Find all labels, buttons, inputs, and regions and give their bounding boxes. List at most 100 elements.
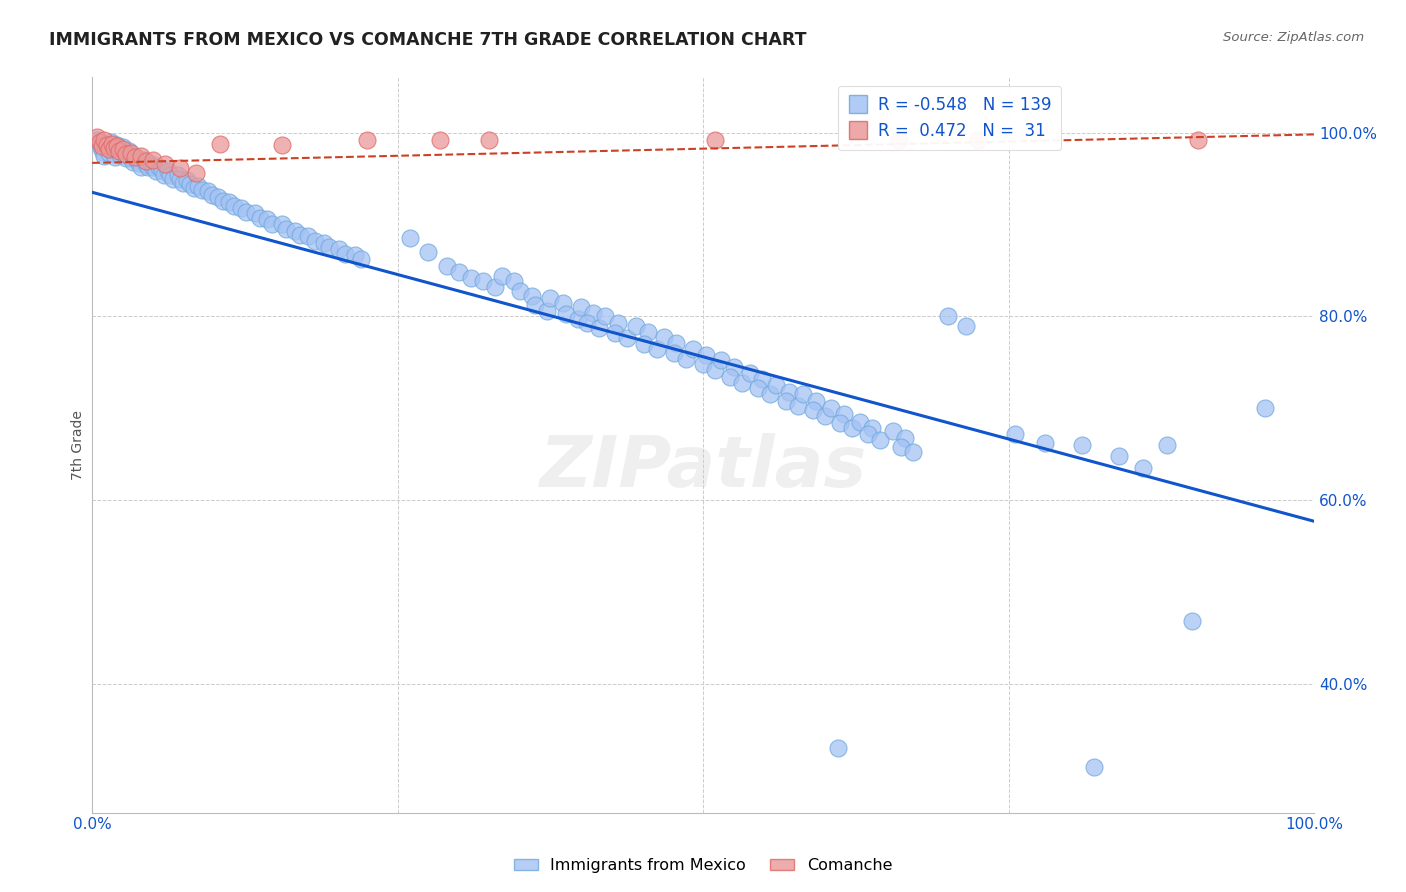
Point <box>856 427 879 442</box>
Point <box>169 171 191 186</box>
Point <box>270 138 292 153</box>
Point <box>108 144 131 158</box>
Point <box>1132 461 1154 475</box>
Point <box>86 130 108 145</box>
Point <box>156 164 179 178</box>
Point <box>129 149 152 163</box>
Point <box>111 140 134 154</box>
Point <box>120 151 142 165</box>
Point <box>276 222 298 236</box>
Text: IMMIGRANTS FROM MEXICO VS COMANCHE 7TH GRADE CORRELATION CHART: IMMIGRANTS FROM MEXICO VS COMANCHE 7TH G… <box>49 31 807 49</box>
Point <box>509 284 531 298</box>
Point <box>775 393 797 408</box>
Point <box>1108 449 1130 463</box>
Point <box>98 145 121 160</box>
Point <box>418 245 440 260</box>
Point <box>472 275 495 289</box>
Point <box>103 141 125 155</box>
Point <box>172 176 194 190</box>
Point <box>801 403 824 417</box>
Point <box>288 228 311 243</box>
Point <box>869 434 891 448</box>
Point <box>606 316 628 330</box>
Point <box>249 211 271 225</box>
Point <box>695 348 717 362</box>
Point <box>1004 427 1026 442</box>
Point <box>429 133 451 147</box>
Point <box>478 133 501 147</box>
Point <box>98 142 121 156</box>
Point <box>93 148 115 162</box>
Point <box>104 150 127 164</box>
Point <box>692 357 714 371</box>
Point <box>633 337 655 351</box>
Point <box>100 138 122 153</box>
Point <box>936 310 959 324</box>
Point <box>538 291 561 305</box>
Point <box>155 157 177 171</box>
Point <box>333 247 356 261</box>
Point <box>138 161 160 175</box>
Point <box>107 140 129 154</box>
Point <box>616 331 638 345</box>
Point <box>110 147 132 161</box>
Point <box>89 135 111 149</box>
Point <box>260 217 283 231</box>
Point <box>231 201 253 215</box>
Point <box>120 145 142 160</box>
Point <box>1033 436 1056 450</box>
Point <box>827 741 849 756</box>
Point <box>491 268 513 283</box>
Point <box>704 133 727 147</box>
Point <box>101 142 124 156</box>
Point <box>150 163 173 178</box>
Point <box>502 275 524 289</box>
Point <box>447 265 470 279</box>
Point <box>624 318 647 333</box>
Point <box>201 188 224 202</box>
Point <box>399 231 422 245</box>
Point <box>832 407 855 421</box>
Point <box>747 381 769 395</box>
Point <box>814 409 837 423</box>
Point <box>222 199 245 213</box>
Point <box>1187 133 1209 147</box>
Point <box>955 318 977 333</box>
Point <box>1156 438 1178 452</box>
Point <box>555 307 578 321</box>
Point <box>270 218 292 232</box>
Point <box>166 168 188 182</box>
Point <box>718 370 741 384</box>
Point <box>112 144 135 158</box>
Point <box>582 306 605 320</box>
Point <box>114 147 136 161</box>
Point <box>103 146 125 161</box>
Point <box>94 136 117 151</box>
Y-axis label: 7th Grade: 7th Grade <box>72 410 86 480</box>
Point <box>318 240 340 254</box>
Point <box>675 351 697 366</box>
Point <box>235 204 257 219</box>
Text: Source: ZipAtlas.com: Source: ZipAtlas.com <box>1223 31 1364 45</box>
Point <box>860 420 883 434</box>
Point <box>738 367 761 381</box>
Point <box>209 136 232 151</box>
Point <box>284 224 307 238</box>
Point <box>605 326 627 340</box>
Point <box>118 144 141 158</box>
Point <box>135 157 157 171</box>
Point <box>893 431 915 445</box>
Point <box>142 153 165 168</box>
Point <box>297 229 319 244</box>
Point <box>460 270 482 285</box>
Point <box>704 362 727 376</box>
Point <box>665 336 688 351</box>
Point <box>1254 401 1277 416</box>
Point <box>848 415 870 429</box>
Point <box>652 329 675 343</box>
Point <box>93 133 115 147</box>
Point <box>105 137 128 152</box>
Point <box>637 325 659 339</box>
Point <box>523 298 546 312</box>
Point <box>903 445 925 459</box>
